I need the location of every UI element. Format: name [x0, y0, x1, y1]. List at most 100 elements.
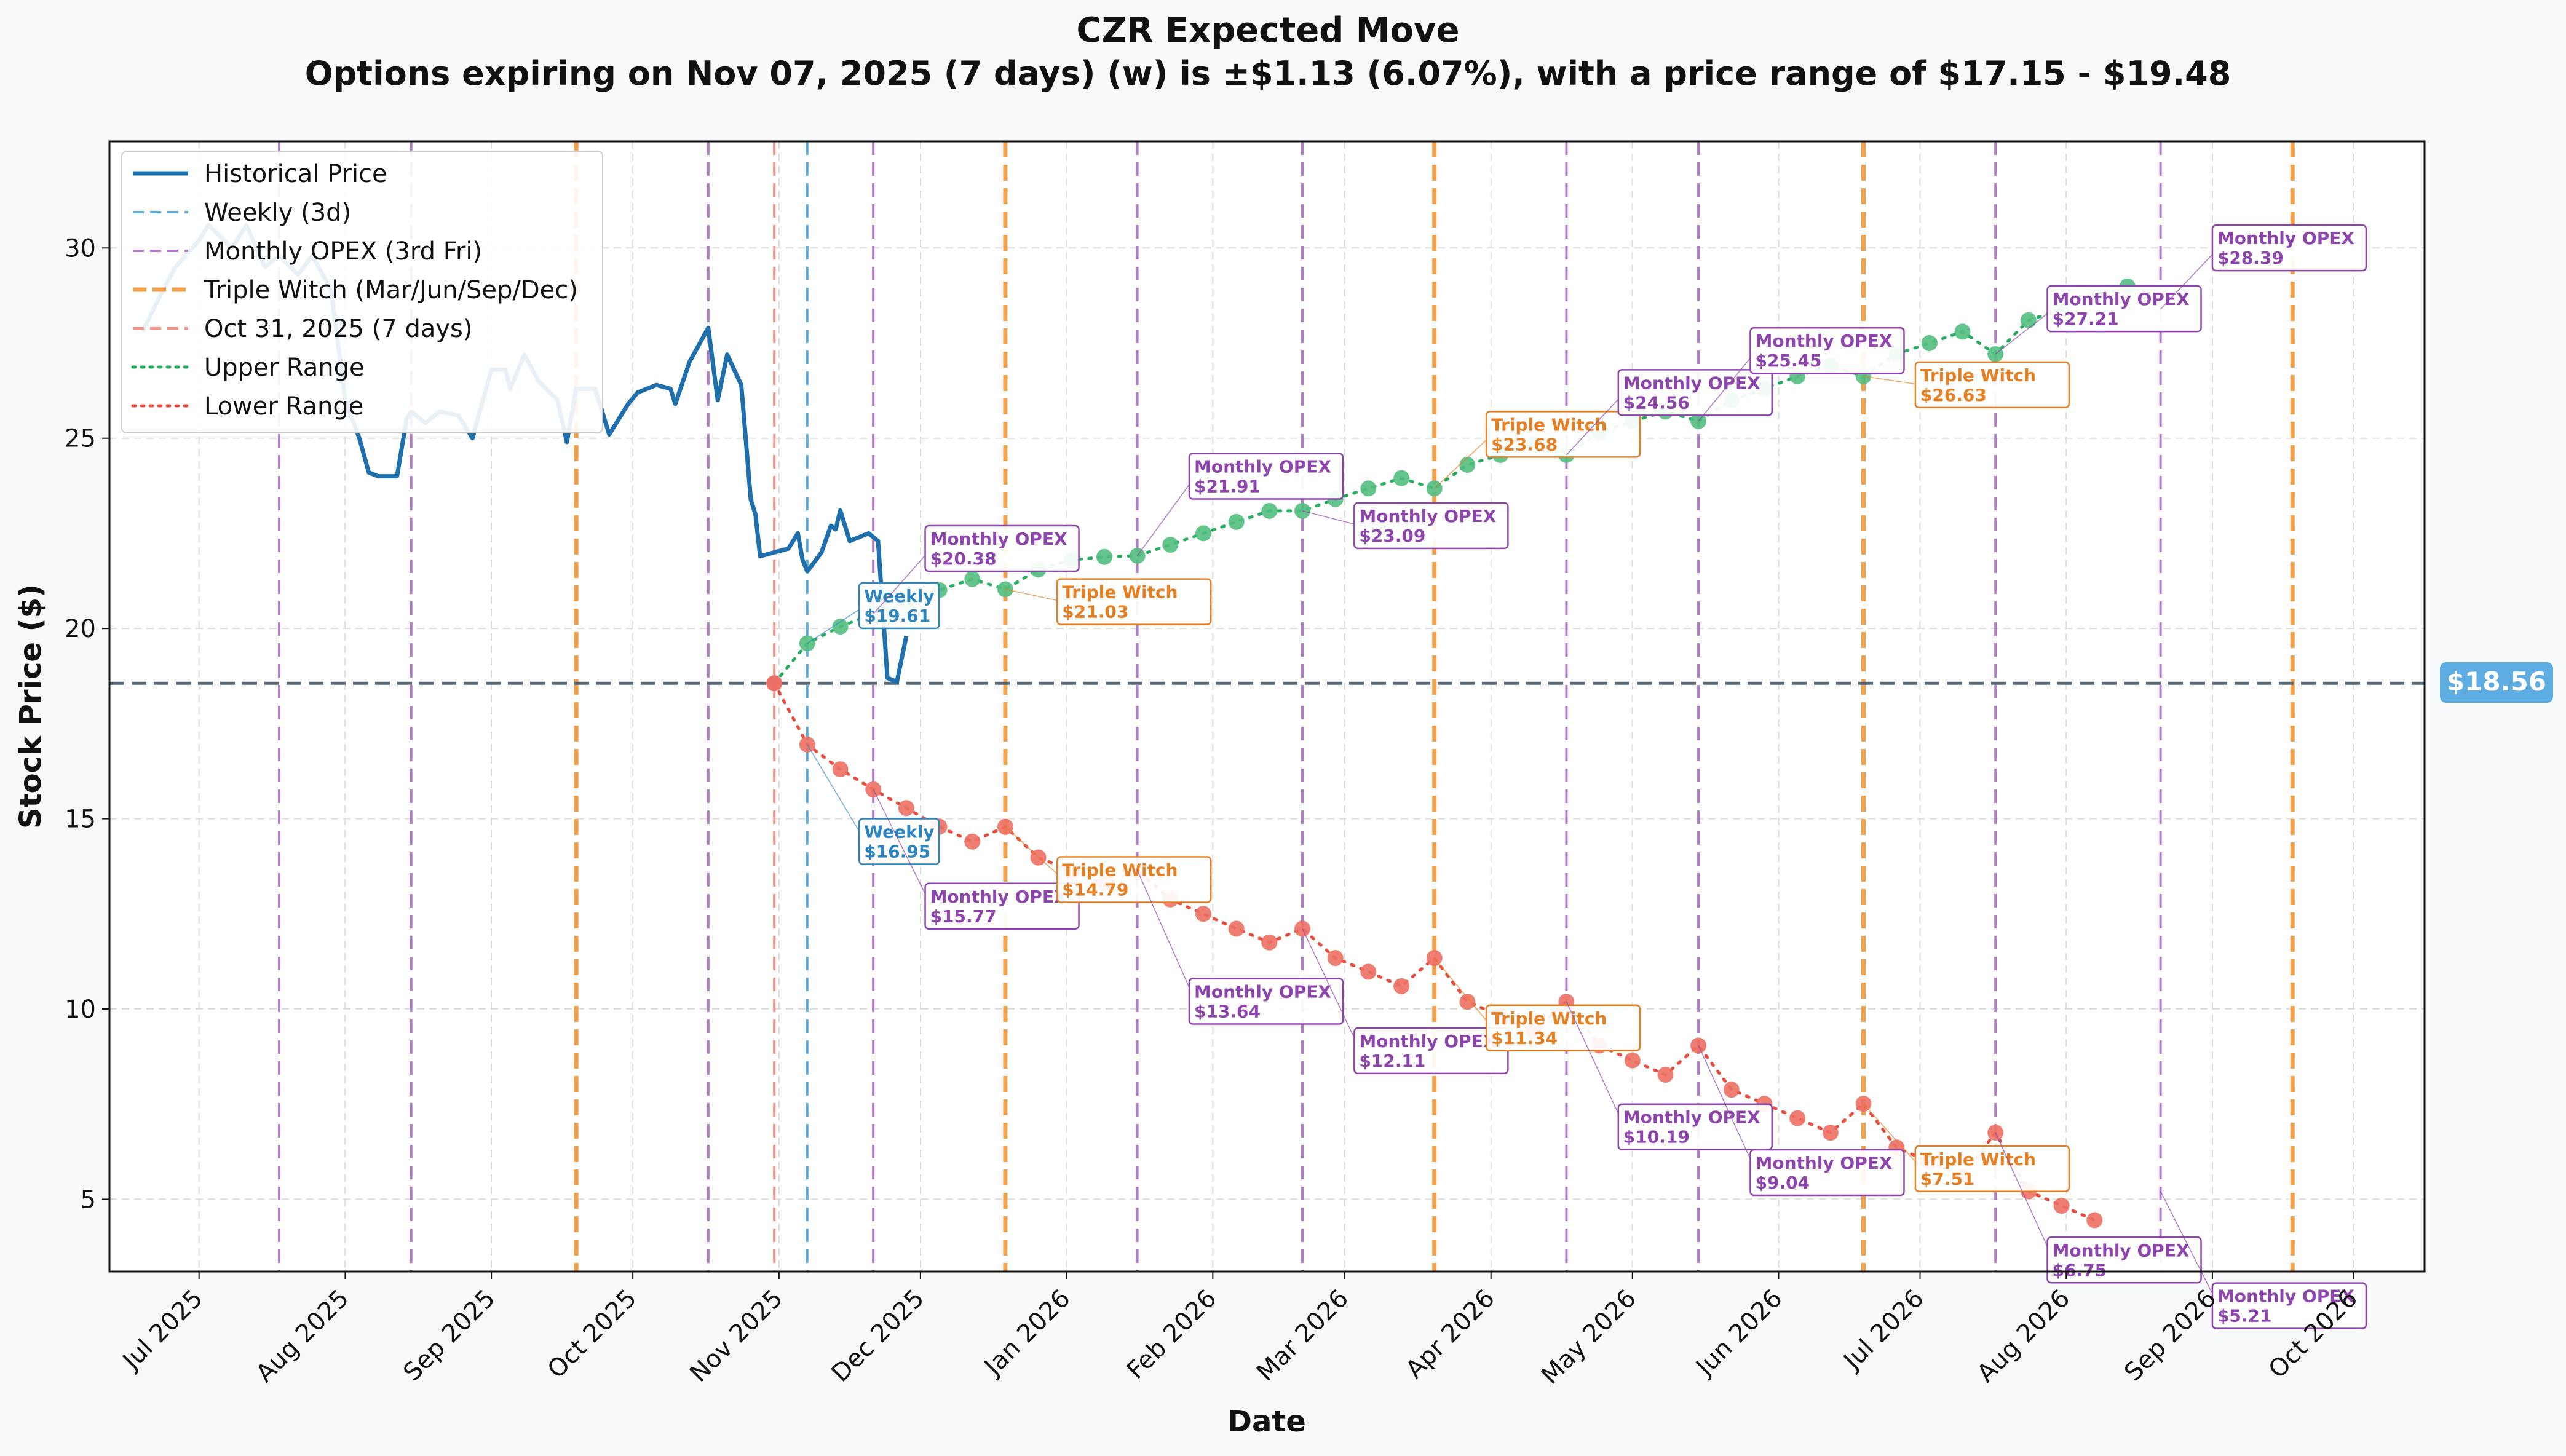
upper-range-point	[1360, 480, 1377, 497]
annotation-value: $9.04	[1755, 1173, 1810, 1193]
annotation-value: $23.09	[1359, 526, 1425, 546]
annotation-triple: Triple Witch$26.63	[1863, 361, 2070, 409]
annotation-leader	[1005, 826, 1064, 880]
annotation-monthly: Monthly OPEX$28.39	[2160, 224, 2367, 310]
annotation-value: $11.34	[1491, 1028, 1558, 1048]
legend-label: Monthly OPEX (3rd Fri)	[204, 237, 482, 266]
annotation-weekly: Weekly$19.61	[807, 582, 940, 644]
annotation-value: $12.11	[1359, 1051, 1425, 1071]
lower-range-point	[1723, 1082, 1740, 1098]
lower-range-point	[1195, 906, 1211, 922]
upper-range-point	[964, 571, 981, 587]
annotation-box	[2211, 1282, 2367, 1329]
annotation-box	[1749, 1149, 1905, 1197]
annotation-leader	[1136, 870, 1196, 1002]
annotation-monthly: Monthly OPEX$5.21	[2160, 1191, 2367, 1329]
legend-label: Oct 31, 2025 (7 days)	[204, 315, 473, 343]
annotation-title: Monthly OPEX	[1359, 506, 1496, 526]
upper-range-point	[1162, 536, 1179, 553]
annotation-value: $23.68	[1491, 434, 1558, 454]
annotation-title: Monthly OPEX	[1623, 1107, 1760, 1128]
annotation-leader	[1995, 308, 2054, 355]
current-price-badge-label: $18.56	[2447, 667, 2546, 697]
annotation-monthly: Monthly OPEX$10.19	[1566, 1001, 1773, 1150]
annotation-leader	[2160, 1191, 2219, 1306]
annotation-title: Monthly OPEX	[1755, 1153, 1892, 1173]
legend-label: Historical Price	[204, 160, 387, 188]
annotation-title: Monthly OPEX	[2217, 1286, 2354, 1307]
y-tick-label: 30	[65, 234, 96, 263]
annotation-monthly: Monthly OPEX$23.09	[1302, 502, 1509, 550]
legend-item: Lower Range	[131, 392, 363, 421]
lower-range-point	[964, 833, 981, 850]
annotation-box	[1188, 453, 1344, 500]
annotation-title: Monthly OPEX	[930, 529, 1067, 549]
lower-range-point	[898, 800, 914, 817]
annotation-value: $25.45	[1755, 350, 1821, 371]
annotation-monthly: Monthly OPEX$20.38	[873, 524, 1080, 615]
lower-range-point	[1624, 1052, 1641, 1069]
annotation-value: $13.64	[1194, 1001, 1261, 1021]
y-tick-label: 5	[81, 1185, 96, 1214]
annotation-leader	[873, 789, 932, 907]
current-price-badge-bg	[2440, 662, 2553, 703]
legend-label: Lower Range	[204, 392, 363, 421]
lower-range-point	[2086, 1212, 2103, 1228]
annotation-leader	[1137, 476, 1196, 556]
annotation-value: $15.77	[930, 906, 997, 927]
annotation-triple: Triple Witch$14.79	[1005, 826, 1212, 903]
lower-range-point	[1789, 1110, 1806, 1126]
annotation-leader	[1698, 350, 1757, 422]
annotation-box	[924, 882, 1080, 930]
annotation-title: Weekly	[864, 822, 934, 842]
annotation-box	[1617, 1103, 1773, 1150]
annotation-monthly: Monthly OPEX$27.21	[1995, 285, 2202, 355]
annotation-title: Monthly OPEX	[2053, 1240, 2190, 1260]
annotation-leader	[1434, 957, 1493, 1029]
legend-item: Upper Range	[131, 354, 365, 382]
annotation-monthly: Monthly OPEX$25.45	[1698, 326, 1905, 422]
annotation-box	[1914, 1145, 2070, 1193]
annotation-box	[1749, 326, 1905, 374]
annotation-leader	[1698, 1045, 1757, 1173]
annotation-title: Monthly OPEX	[2053, 289, 2190, 309]
legend-label: Upper Range	[204, 354, 365, 382]
annotation-title: Triple Witch	[1491, 1008, 1607, 1029]
lower-range-point	[2053, 1197, 2070, 1214]
legend-label: Triple Witch (Mar/Jun/Sep/Dec)	[204, 276, 578, 304]
annotation-monthly: Monthly OPEX$13.64	[1136, 870, 1344, 1025]
legend-item: Historical Price	[133, 160, 387, 188]
y-tick-label: 25	[65, 425, 96, 453]
upper-range-point	[2020, 312, 2037, 328]
annotation-value: $6.75	[2053, 1260, 2107, 1280]
annotation-box	[1056, 856, 1212, 903]
upper-range-point	[1393, 470, 1410, 486]
annotation-leader	[2160, 247, 2219, 310]
annotation-box	[2211, 224, 2367, 272]
annotation-title: Monthly OPEX	[2217, 228, 2354, 248]
upper-range-point	[832, 619, 849, 635]
annotation-value: $19.61	[864, 606, 930, 626]
annotation-leader	[807, 744, 866, 842]
annotation-title: Monthly OPEX	[1359, 1031, 1496, 1051]
annotation-title: Triple Witch	[1062, 582, 1178, 603]
plot-frame	[108, 140, 2426, 1273]
annotation-leader	[1566, 1001, 1625, 1128]
annotation-box	[1485, 411, 1641, 458]
annotation-leader	[1434, 433, 1493, 489]
annotation-value: $27.21	[2053, 309, 2119, 329]
upper-range-point	[1921, 334, 1938, 351]
current-price-badge: $18.56	[2440, 662, 2553, 703]
annotation-box	[924, 524, 1080, 572]
annotation-monthly: Monthly OPEX$21.91	[1137, 453, 1344, 556]
y-tick-label: 15	[65, 805, 96, 834]
annotation-triple: Triple Witch$7.51	[1863, 1103, 2070, 1193]
upper-range-point	[1459, 457, 1476, 473]
y-tick-label: 10	[65, 995, 96, 1024]
current-price-point	[766, 675, 783, 692]
annotation-value: $24.56	[1623, 392, 1690, 413]
annotation-value: $14.79	[1062, 879, 1128, 900]
upper-range-point	[1096, 548, 1112, 565]
upper-range-point	[1261, 502, 1278, 519]
